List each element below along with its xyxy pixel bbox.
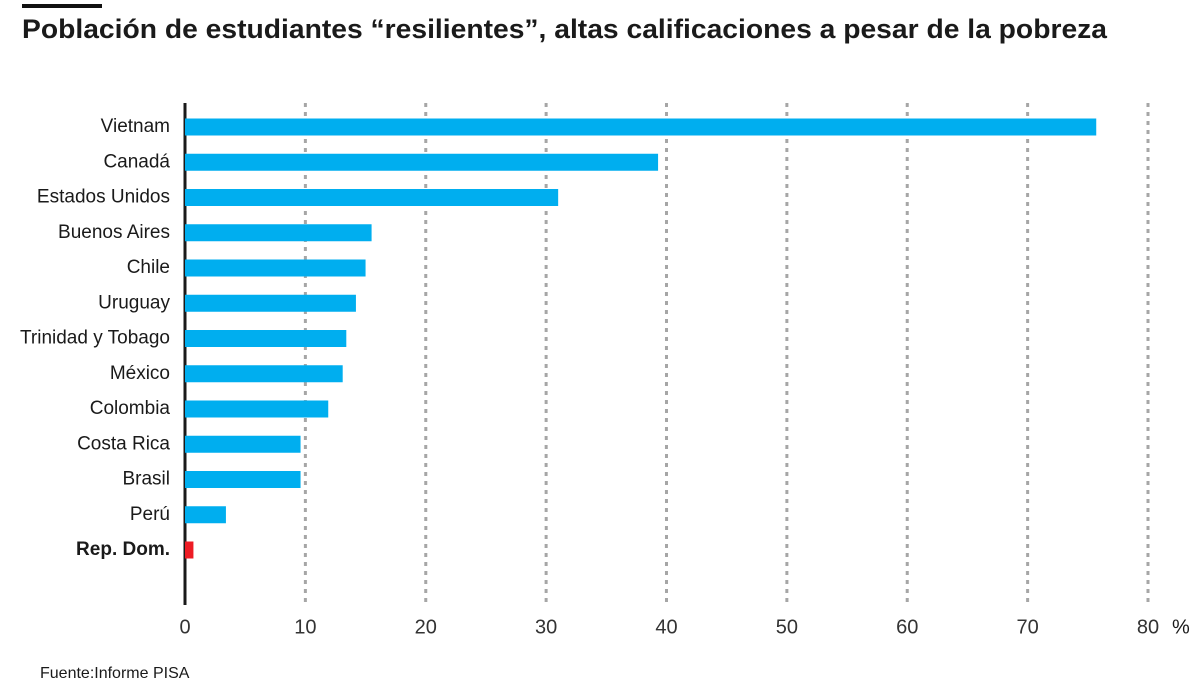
bar [185, 118, 1097, 136]
source: Fuente:Informe PISA [40, 665, 190, 682]
y-tick-label: Perú [130, 504, 170, 525]
x-unit: % [1172, 616, 1190, 638]
bar [185, 224, 372, 242]
y-tick-label: Chile [127, 257, 170, 278]
x-tick-label: 70 [1017, 616, 1039, 638]
bar [185, 259, 366, 277]
x-tick-label: 30 [535, 616, 557, 638]
chart-title: Población de estudiantes “resilientes”, … [22, 14, 1108, 44]
x-tick-label: 80 [1137, 616, 1159, 638]
y-tick-label: Vietnam [101, 116, 170, 137]
bar [185, 400, 329, 418]
y-tick-label: Rep. Dom. [76, 539, 170, 560]
bar [185, 541, 194, 559]
y-tick-label: Brasil [122, 469, 170, 490]
y-tick-label: Buenos Aires [58, 222, 170, 243]
x-tick-label: 50 [776, 616, 798, 638]
y-tick-label: Costa Rica [77, 433, 170, 454]
bar [185, 294, 356, 312]
x-tick-label: 10 [294, 616, 316, 638]
y-tick-label: Uruguay [98, 292, 170, 313]
x-tick-label: 20 [415, 616, 437, 638]
bar [185, 506, 226, 524]
x-tick-label: 0 [179, 616, 190, 638]
y-tick-label: Canadá [103, 151, 170, 172]
bar [185, 435, 301, 453]
bar [185, 189, 559, 206]
x-tick-label: 60 [896, 616, 918, 638]
title-rule [22, 4, 102, 8]
bar [185, 153, 659, 171]
y-tick-label: Colombia [90, 398, 171, 419]
y-tick-label: Estados Unidos [37, 187, 170, 208]
bar [185, 330, 347, 347]
y-tick-label: México [110, 363, 170, 384]
bar [185, 365, 343, 383]
bar [185, 471, 301, 488]
y-tick-label: Trinidad y Tobago [20, 328, 170, 349]
x-tick-label: 40 [655, 616, 677, 638]
